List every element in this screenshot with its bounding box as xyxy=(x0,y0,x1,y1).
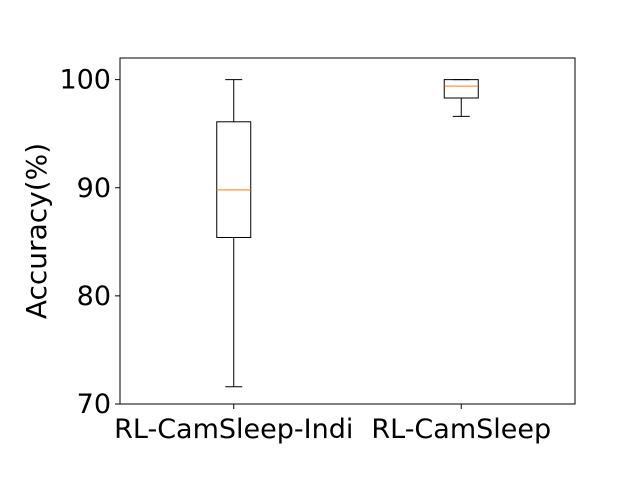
box-2 xyxy=(443,79,479,117)
plot-area-frame xyxy=(119,57,576,405)
y-axis-label: Accuracy(%) xyxy=(20,143,53,319)
interquartile-box xyxy=(216,121,252,238)
x-axis: RL-CamSleep-Indi RL-CamSleep xyxy=(114,404,551,445)
box-series xyxy=(216,79,479,388)
y-tick-label: 80 xyxy=(77,281,111,312)
y-tick-label: 100 xyxy=(59,65,111,96)
box-1 xyxy=(216,79,252,388)
x-tick-label: RL-CamSleep xyxy=(371,414,551,445)
y-tick-label: 70 xyxy=(77,389,111,420)
interquartile-box xyxy=(443,79,479,99)
y-tick-label: 90 xyxy=(77,173,111,204)
y-axis: 70 80 90 100 xyxy=(59,65,120,420)
x-tick-label: RL-CamSleep-Indi xyxy=(114,414,353,445)
